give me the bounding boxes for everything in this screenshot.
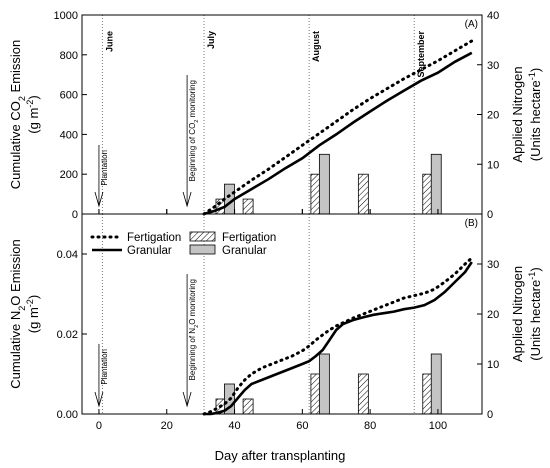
y2-tick-label: 20 xyxy=(487,309,499,321)
panel-letter: (B) xyxy=(465,218,478,229)
x-tick-label: 60 xyxy=(296,420,308,432)
y-tick-label: 0.04 xyxy=(57,249,78,261)
annotation-arrowhead xyxy=(94,391,104,408)
line-granular xyxy=(204,261,473,416)
y2-axis-label: Applied Nitrogen xyxy=(510,66,525,162)
bar-fertigation xyxy=(357,173,369,215)
legend-swatch-granular xyxy=(189,244,216,255)
x-tick-label: 20 xyxy=(161,420,173,432)
y-axis-label: Cumulative N2O Emission xyxy=(8,239,27,389)
bar-granular xyxy=(318,353,330,415)
plantation-label: Plantation xyxy=(100,349,109,385)
monitoring-label: Beginning of N2O monitoring xyxy=(188,279,200,380)
y-tick-label: 400 xyxy=(60,129,78,141)
panel-b: Plantation Beginning of N2O monitoring 0.0… xyxy=(8,213,543,432)
x-axis-label: Day after transplanting xyxy=(215,448,346,463)
bar-fertigation xyxy=(242,198,254,215)
y2-axis-label: Applied Nitrogen xyxy=(510,266,525,362)
line-granular xyxy=(203,51,473,216)
month-label: August xyxy=(311,31,321,62)
bar-fertigation xyxy=(357,373,369,415)
y-tick-label: 0 xyxy=(72,209,78,221)
y2-tick-label: 40 xyxy=(487,10,499,22)
month-label: June xyxy=(104,31,114,52)
y2-tick-label: 0 xyxy=(487,209,493,221)
bar-granular xyxy=(318,153,330,215)
y2-tick-label: 10 xyxy=(487,359,499,371)
legend-label-granular-bar: Granular xyxy=(222,245,267,257)
y-axis-unit: (g m-2) xyxy=(25,95,41,133)
legend-label-fertigation-bar: Fertigation xyxy=(222,232,276,244)
y2-tick-label: 30 xyxy=(487,259,499,271)
y2-tick-label: 20 xyxy=(487,110,499,122)
y-tick-label: 0.00 xyxy=(57,409,78,421)
y-axis-label: Cumulative CO2 Emission xyxy=(8,40,27,190)
annotation-arrowhead xyxy=(182,391,192,408)
x-tick-label: 80 xyxy=(364,420,376,432)
y2-tick-label: 0 xyxy=(487,409,493,421)
annotation-arrowhead xyxy=(94,191,104,208)
annotation-arrowhead xyxy=(182,191,192,208)
y-axis-unit: (g m-2) xyxy=(25,295,41,333)
legend-swatch-fertigation xyxy=(189,231,216,242)
y-tick-label: 800 xyxy=(60,50,78,62)
panel-a: June July August September Plantation Beginni… xyxy=(8,10,543,221)
bar-fertigation xyxy=(242,398,254,415)
y2-tick-label: 30 xyxy=(487,60,499,72)
plantation-label: Plantation xyxy=(100,150,109,186)
y2-axis-unit: (Units hectare-1) xyxy=(527,267,543,360)
x-tick-label: 100 xyxy=(429,420,447,432)
y-tick-label: 0.02 xyxy=(57,329,78,341)
line-fertigation xyxy=(202,39,474,216)
line-fertigation xyxy=(202,256,474,416)
y2-axis-unit: (Units hectare-1) xyxy=(527,68,543,161)
y-tick-label: 1000 xyxy=(54,10,78,22)
x-tick-label: 0 xyxy=(96,420,102,432)
plot-frame xyxy=(81,213,483,415)
legend-label-fertigation: Fertigation xyxy=(127,232,181,244)
y-tick-label: 200 xyxy=(60,169,78,181)
bar-granular xyxy=(430,153,442,215)
y2-tick-label: 10 xyxy=(487,159,499,171)
bar-granular xyxy=(430,353,442,415)
month-label: July xyxy=(206,31,216,49)
monitoring-label: Beginning of CO2 monitoring xyxy=(188,80,200,181)
panel-letter: (A) xyxy=(465,19,478,30)
legend-label-granular: Granular xyxy=(127,245,172,257)
y-tick-label: 600 xyxy=(60,90,78,102)
month-label: September xyxy=(416,31,426,78)
x-tick-label: 40 xyxy=(228,420,240,432)
